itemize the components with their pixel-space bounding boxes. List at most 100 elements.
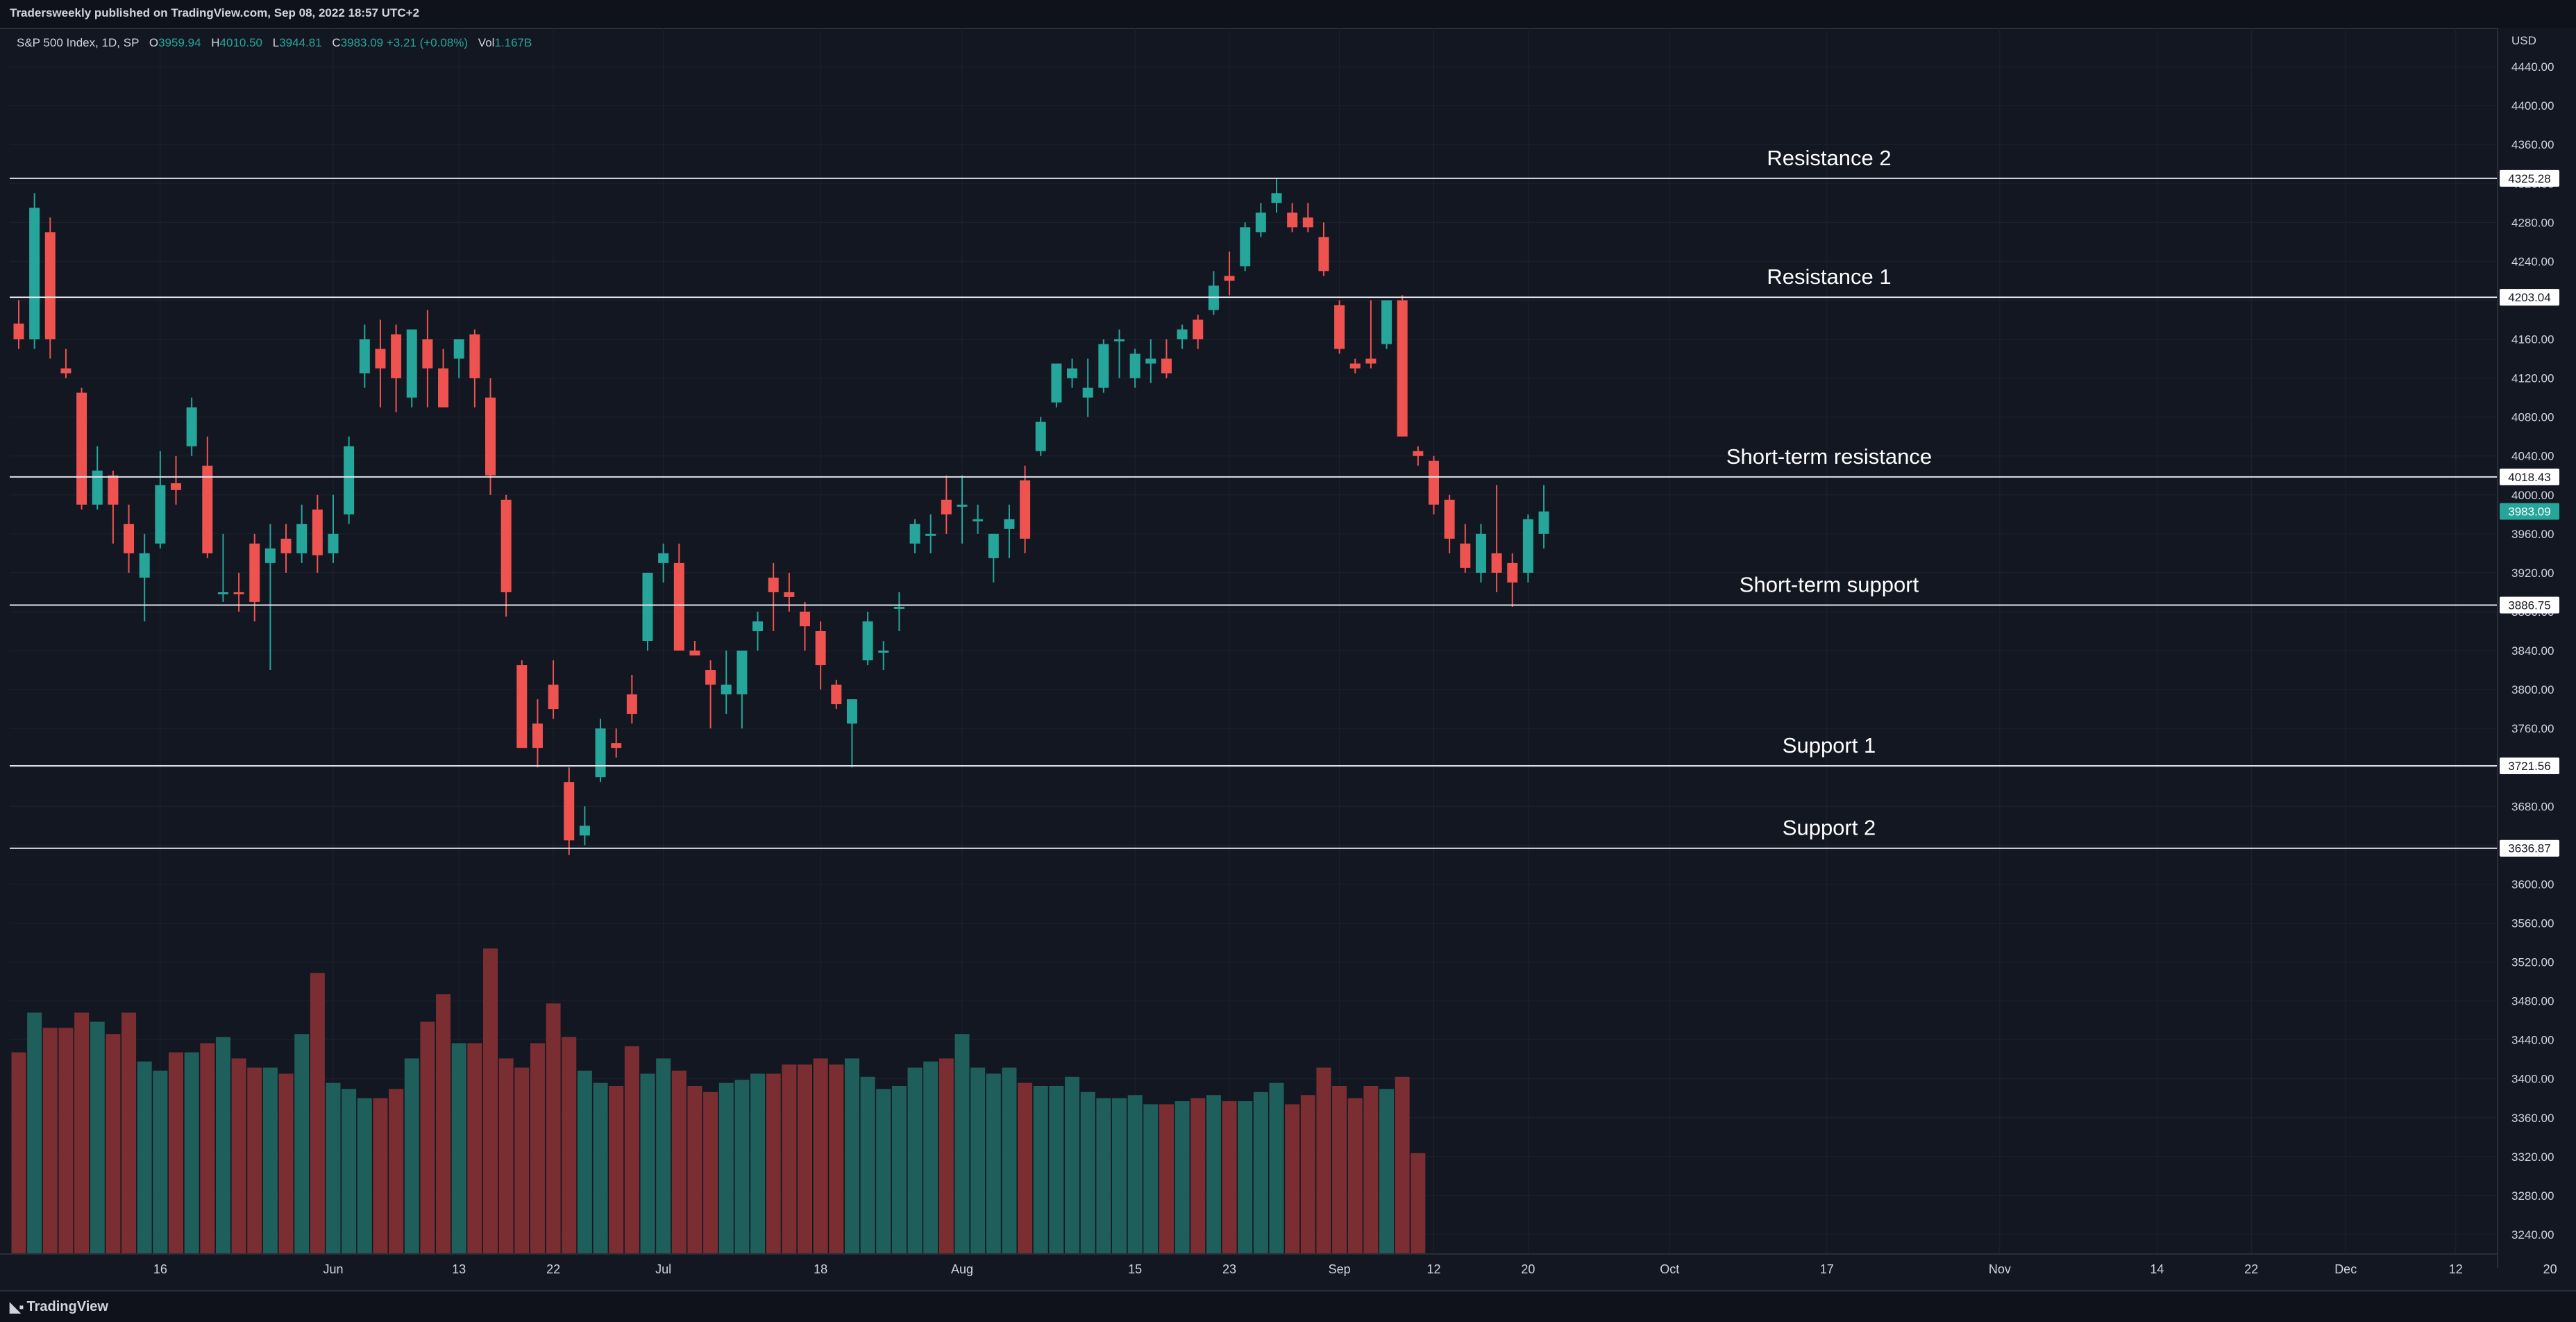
candle-body[interactable] xyxy=(689,651,700,656)
candle-body[interactable] xyxy=(217,592,228,594)
candle-body[interactable] xyxy=(296,524,308,553)
candle-body[interactable] xyxy=(784,592,795,597)
candle-body[interactable] xyxy=(831,685,842,705)
candle-body[interactable] xyxy=(1129,353,1140,378)
candle-body[interactable] xyxy=(1114,339,1125,342)
candle-body[interactable] xyxy=(1161,358,1172,374)
candle-body[interactable] xyxy=(532,723,543,748)
candle-body[interactable] xyxy=(673,562,684,651)
candle-body[interactable] xyxy=(1429,460,1439,505)
candle-body[interactable] xyxy=(1255,212,1266,233)
candle-body[interactable] xyxy=(233,592,244,594)
candle-body[interactable] xyxy=(705,670,716,685)
candle-body[interactable] xyxy=(1334,305,1345,349)
candle-body[interactable] xyxy=(469,334,480,378)
candle-body[interactable] xyxy=(155,485,166,544)
candle-body[interactable] xyxy=(1224,276,1235,281)
candle-body[interactable] xyxy=(44,232,56,340)
candle-body[interactable] xyxy=(611,743,622,748)
candle-body[interactable] xyxy=(344,446,355,514)
candle-body[interactable] xyxy=(264,548,276,563)
candle-body[interactable] xyxy=(438,368,449,408)
candle-body[interactable] xyxy=(60,368,71,374)
candle-body[interactable] xyxy=(988,533,999,558)
candle-body[interactable] xyxy=(406,329,417,398)
candle-body[interactable] xyxy=(1381,300,1392,344)
candle-body[interactable] xyxy=(846,699,857,724)
candle-body[interactable] xyxy=(485,397,496,476)
candle-body[interactable] xyxy=(124,524,135,553)
candle-body[interactable] xyxy=(1035,421,1046,451)
candle-body[interactable] xyxy=(1082,387,1093,398)
candle-body[interactable] xyxy=(92,470,103,505)
candle-body[interactable] xyxy=(973,519,984,521)
candle-body[interactable] xyxy=(878,651,889,653)
candle-body[interactable] xyxy=(280,538,292,553)
candle-body[interactable] xyxy=(736,651,748,695)
candle-body[interactable] xyxy=(1302,217,1313,228)
candle-body[interactable] xyxy=(1413,451,1424,456)
candle-body[interactable] xyxy=(925,533,936,536)
candle-body[interactable] xyxy=(658,553,669,563)
candle-body[interactable] xyxy=(957,504,968,507)
candle-body[interactable] xyxy=(1193,319,1204,340)
candle-body[interactable] xyxy=(564,782,575,841)
candle-body[interactable] xyxy=(1271,193,1282,203)
candle-body[interactable] xyxy=(1538,511,1549,534)
candle-body[interactable] xyxy=(1318,237,1329,271)
candle-body[interactable] xyxy=(139,553,150,578)
candle-body[interactable] xyxy=(1522,519,1533,573)
candle-body[interactable] xyxy=(1051,363,1062,403)
candle-body[interactable] xyxy=(1287,212,1298,228)
candle-body[interactable] xyxy=(422,339,433,369)
candle-body[interactable] xyxy=(202,465,213,553)
candle-body[interactable] xyxy=(1020,480,1031,539)
candle-body[interactable] xyxy=(171,483,181,490)
candle-body[interactable] xyxy=(941,499,952,514)
candle-body[interactable] xyxy=(909,524,920,544)
candle-body[interactable] xyxy=(1507,562,1518,583)
candle-body[interactable] xyxy=(1365,358,1377,364)
candle-body[interactable] xyxy=(800,611,810,626)
candle-body[interactable] xyxy=(1177,329,1188,340)
candle-body[interactable] xyxy=(516,665,528,748)
candle-body[interactable] xyxy=(1145,358,1156,364)
candle-body[interactable] xyxy=(328,533,339,553)
candle-body[interactable] xyxy=(312,509,323,555)
price-axis[interactable] xyxy=(2498,28,2576,1268)
candle-body[interactable] xyxy=(186,407,197,446)
candle-body[interactable] xyxy=(752,621,764,631)
candle-body[interactable] xyxy=(500,499,512,592)
candle-body[interactable] xyxy=(1004,519,1015,529)
tradingview-brand[interactable]: ◣▪ TradingView xyxy=(10,1298,108,1316)
candle-body[interactable] xyxy=(1098,344,1109,388)
candle-body[interactable] xyxy=(29,208,40,340)
candle-body[interactable] xyxy=(1444,499,1455,539)
candle-body[interactable] xyxy=(249,543,260,602)
candle-body[interactable] xyxy=(359,339,370,374)
candle-body[interactable] xyxy=(1240,227,1251,267)
candle-body[interactable] xyxy=(548,685,559,710)
candle-body[interactable] xyxy=(721,685,732,695)
candle-body[interactable] xyxy=(1491,553,1502,573)
candle-body[interactable] xyxy=(1460,543,1471,568)
candle-body[interactable] xyxy=(815,630,826,666)
candle-body[interactable] xyxy=(391,334,402,378)
candle-body[interactable] xyxy=(642,572,653,641)
candle-body[interactable] xyxy=(1067,368,1078,378)
candle-body[interactable] xyxy=(1349,363,1361,369)
candle-body[interactable] xyxy=(579,826,590,836)
candle-body[interactable] xyxy=(13,324,24,340)
candle-body[interactable] xyxy=(108,475,119,505)
candle-body[interactable] xyxy=(595,728,606,778)
candle-body[interactable] xyxy=(893,606,904,609)
candle-body[interactable] xyxy=(76,392,87,505)
candle-body[interactable] xyxy=(626,694,637,714)
candle-body[interactable] xyxy=(1475,533,1486,573)
candle-body[interactable] xyxy=(768,577,779,592)
candle-body[interactable] xyxy=(453,339,464,359)
candle-body[interactable] xyxy=(862,621,873,661)
candle-body[interactable] xyxy=(375,349,386,369)
candle-body[interactable] xyxy=(1397,300,1408,437)
